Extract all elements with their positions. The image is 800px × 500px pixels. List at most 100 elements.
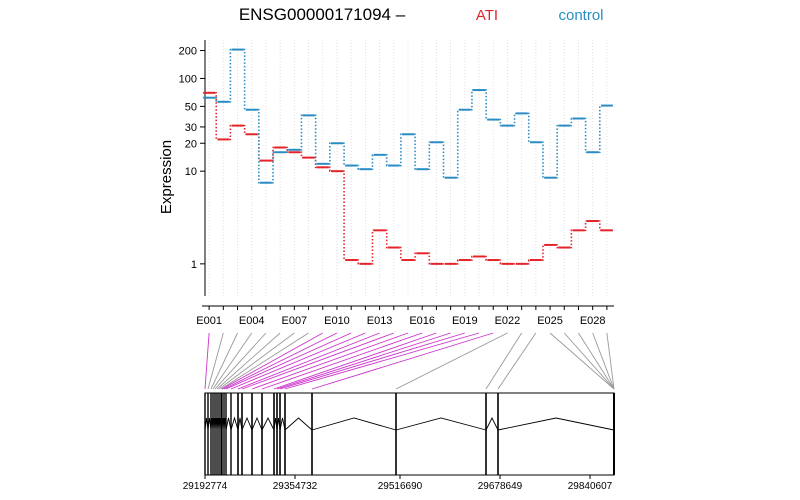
- data-connector: [229, 124, 232, 141]
- exon-connector: [578, 332, 615, 390]
- exon-connector: [592, 332, 615, 390]
- data-connector: [456, 108, 459, 179]
- exon-connector: [284, 332, 480, 390]
- data-connector: [428, 252, 431, 265]
- exon-connector: [223, 332, 338, 390]
- intron: [284, 417, 313, 431]
- y-tick-label: 20: [185, 138, 197, 150]
- intron: [225, 417, 232, 431]
- coord-label: 29516690: [378, 481, 423, 492]
- data-connector: [357, 259, 360, 265]
- data-connector: [215, 92, 218, 141]
- data-connector: [243, 48, 246, 111]
- intron: [279, 417, 286, 431]
- data-connector: [371, 154, 374, 170]
- data-connector: [342, 142, 346, 167]
- exon-connector: [485, 332, 523, 390]
- data-connector: [428, 141, 431, 170]
- data-connector: [556, 244, 559, 249]
- exon-connector: [273, 332, 437, 390]
- data-connector: [485, 89, 488, 121]
- x-tick-label: E016: [409, 315, 435, 327]
- exon-connector: [221, 332, 323, 390]
- exon-connector: [497, 332, 537, 390]
- exon-connector: [279, 332, 465, 390]
- x-tick-label: E013: [367, 315, 393, 327]
- data-connector: [371, 229, 374, 265]
- expression-series: [203, 48, 613, 265]
- data-connector: [556, 124, 559, 179]
- exon-connector: [214, 332, 267, 390]
- exon-connector: [261, 332, 423, 390]
- exon-connector: [218, 332, 295, 390]
- data-connector: [413, 252, 417, 261]
- exon-connector: [606, 332, 615, 390]
- exon-connector: [207, 332, 224, 390]
- data-connector: [229, 48, 232, 103]
- data-connector: [527, 112, 530, 144]
- data-connector: [598, 220, 601, 232]
- data-connector: [584, 117, 587, 154]
- legend-control: control: [558, 7, 603, 24]
- intron: [261, 416, 275, 431]
- data-connector: [243, 124, 246, 136]
- data-connector: [215, 96, 218, 103]
- data-connector: [456, 259, 459, 265]
- x-tick-label: E001: [196, 315, 222, 327]
- data-connector: [499, 259, 502, 265]
- data-connector: [513, 112, 516, 127]
- exon-connector: [220, 332, 309, 390]
- data-connector: [300, 114, 303, 151]
- exon-connector: [212, 332, 253, 390]
- exon-connector: [230, 332, 366, 390]
- intron: [395, 417, 487, 431]
- x-axis: E001 E004 E007 E010 E013 E016 E019 E022 E025 E028: [196, 305, 614, 327]
- coord-label: 29354732: [273, 481, 318, 492]
- coord-label: 29192774: [183, 481, 228, 492]
- x-tick-label: E019: [452, 315, 478, 327]
- x-tick-label: E025: [537, 315, 563, 327]
- coord-label: 29678649: [478, 481, 523, 492]
- legend-ati: ATI: [476, 7, 498, 24]
- genomic-coordinate-axis: 29192774 29354732 29516690 29678649 29840607: [183, 475, 613, 492]
- data-connector: [470, 89, 474, 111]
- data-connector: [598, 104, 601, 154]
- gene-model-frame: [204, 392, 615, 476]
- data-connector: [541, 141, 545, 179]
- data-connector: [541, 244, 545, 261]
- x-tick-label: E004: [239, 315, 265, 327]
- exon-connector: [210, 332, 238, 390]
- data-connector: [385, 229, 388, 249]
- data-connector: [314, 156, 317, 169]
- chart-title: ENSG00000171094 –: [239, 5, 406, 24]
- coord-label: 29840607: [568, 481, 613, 492]
- data-connector: [470, 255, 474, 261]
- x-tick-label: E007: [281, 315, 307, 327]
- data-connector: [570, 117, 573, 127]
- intron: [311, 417, 397, 431]
- y-axis: 1 10 20 30 50 100 200: [179, 40, 206, 296]
- gene-model: [204, 392, 615, 476]
- data-connector: [271, 146, 275, 162]
- data-connector: [527, 259, 530, 265]
- data-connector: [399, 246, 403, 261]
- exon-connector: [251, 332, 409, 390]
- data-connector: [442, 141, 445, 179]
- x-tick-label: E028: [580, 315, 606, 327]
- intron: [251, 416, 263, 431]
- exon-connector: [225, 332, 352, 390]
- y-tick-label: 200: [179, 46, 197, 58]
- intron: [241, 416, 253, 431]
- data-connector: [485, 255, 488, 261]
- y-tick-label: 100: [179, 73, 197, 85]
- x-tick-label: E010: [324, 315, 350, 327]
- data-connector: [314, 114, 317, 165]
- exon-connector: [204, 332, 210, 390]
- exon-connector: [563, 332, 615, 390]
- exon-connector-lines: [204, 332, 615, 390]
- data-connector: [570, 229, 573, 249]
- y-tick-label: 30: [185, 122, 197, 134]
- data-connector: [300, 151, 303, 159]
- series-control: [203, 48, 613, 184]
